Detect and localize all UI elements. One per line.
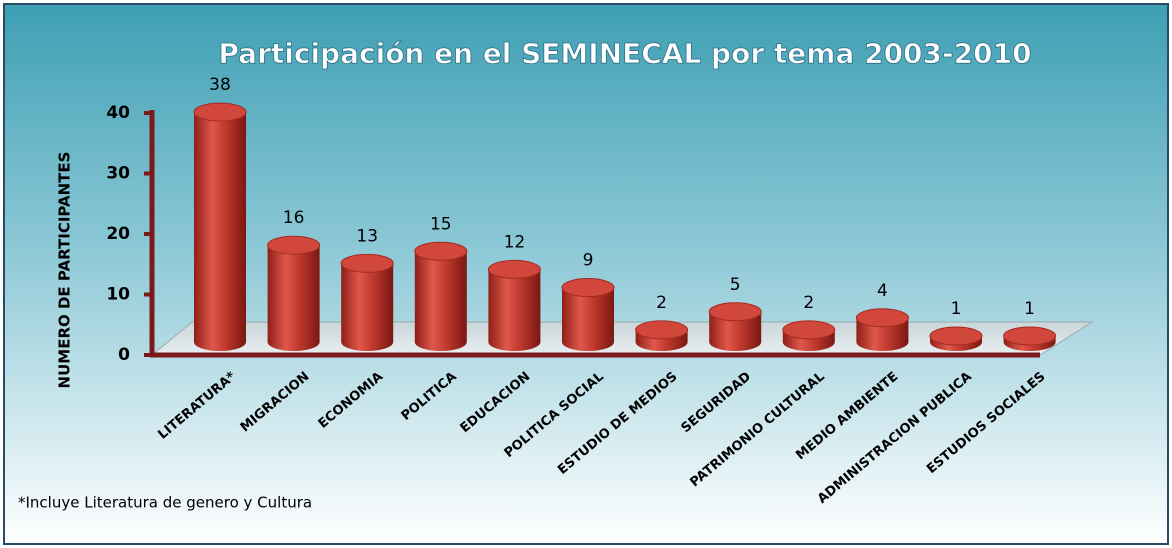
bar	[340, 253, 394, 351]
chart-title: Participación en el SEMINECAL por tema 2…	[218, 37, 1031, 70]
data-label: 1	[951, 299, 962, 319]
bar-top	[414, 241, 468, 261]
y-tick-label: 20	[106, 224, 130, 244]
bar	[782, 320, 836, 351]
bar-body	[709, 311, 762, 351]
bar-top	[708, 302, 762, 322]
bar	[1003, 326, 1057, 351]
data-label: 2	[656, 293, 667, 313]
data-label: 12	[504, 232, 526, 252]
data-label: 38	[209, 75, 231, 95]
y-tick-label: 0	[118, 345, 130, 365]
bar-body	[267, 245, 320, 351]
bar-top	[635, 320, 689, 340]
data-label: 5	[730, 275, 741, 295]
bar	[267, 235, 321, 351]
data-label: 4	[877, 281, 888, 301]
bar-top	[1003, 326, 1057, 346]
background	[3, 3, 1169, 545]
bar-top	[267, 235, 321, 255]
bar	[929, 326, 983, 351]
data-label: 1	[1024, 299, 1035, 319]
bar	[635, 320, 689, 351]
bar	[487, 259, 541, 351]
bar-top	[193, 102, 247, 122]
bar	[193, 102, 247, 351]
bar-top	[782, 320, 836, 340]
y-tick-label: 10	[106, 285, 130, 305]
bar	[855, 308, 909, 351]
data-label: 15	[430, 214, 452, 234]
bar-body	[488, 269, 541, 351]
bar-top	[561, 278, 615, 298]
bar-body	[194, 112, 246, 351]
bar-body	[562, 287, 614, 351]
data-label: 16	[283, 208, 305, 228]
data-label: 9	[583, 251, 594, 271]
y-axis-label: NUMERO DE PARTICIPANTES	[56, 152, 74, 389]
bar-top	[487, 259, 541, 279]
bar	[561, 278, 615, 351]
bar-top	[929, 326, 983, 346]
y-tick-label: 30	[106, 164, 130, 184]
note: *Incluye Literatura de genero y Cultura	[18, 494, 312, 512]
bar	[708, 302, 762, 351]
y-tick-label: 40	[106, 103, 130, 123]
data-label: 2	[803, 293, 814, 313]
bar-body	[414, 251, 467, 351]
bar-body	[341, 263, 394, 351]
bar	[414, 241, 468, 351]
bar-top	[855, 308, 909, 328]
bar-top	[340, 253, 394, 273]
data-label: 13	[356, 226, 378, 246]
